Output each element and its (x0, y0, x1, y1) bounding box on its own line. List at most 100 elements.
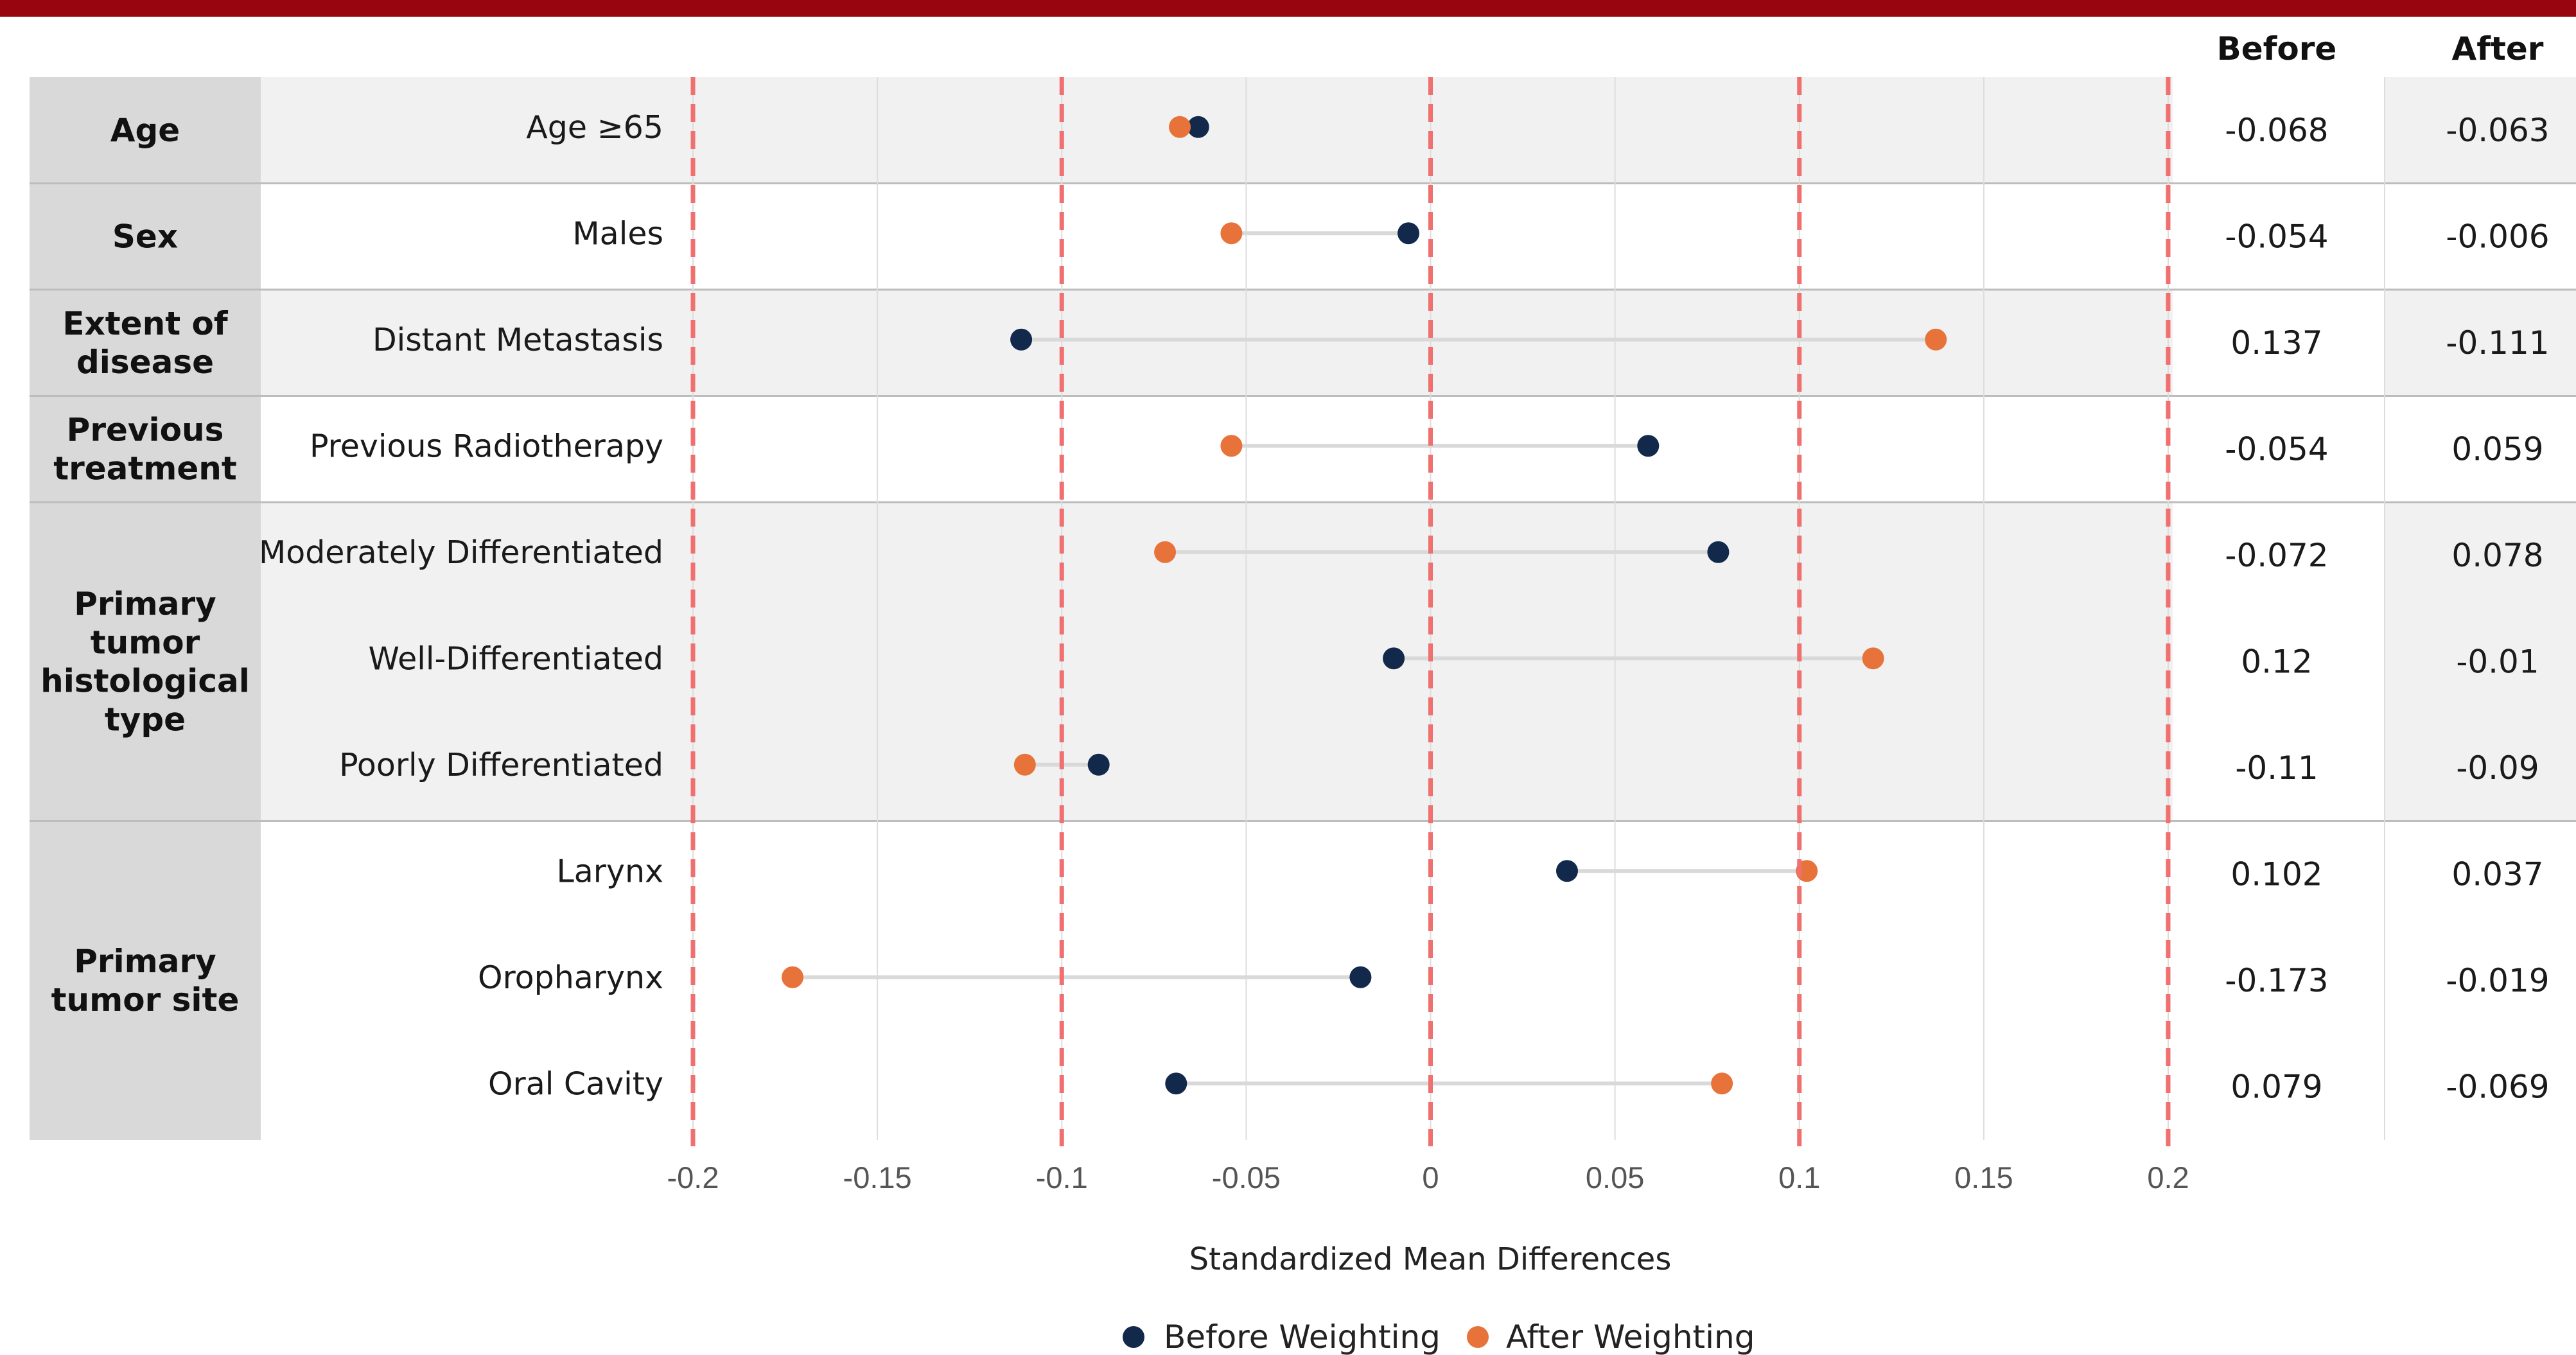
table-value-before: -0.11 (2235, 749, 2318, 787)
x-tick-label: -0.2 (667, 1160, 719, 1194)
point-before (1707, 541, 1730, 563)
x-tick-label: 0.05 (1586, 1160, 1644, 1194)
group-label: Primary tumor site (51, 943, 240, 1018)
row-label: Poorly Differentiated (339, 747, 663, 783)
point-before (1383, 647, 1405, 670)
x-tick-label: 0.2 (2147, 1160, 2189, 1194)
row-band-plot (261, 77, 2173, 184)
table-value-after: -0.063 (2446, 112, 2549, 149)
row-label: Moderately Differentiated (259, 534, 663, 571)
col-header-before: Before (2217, 30, 2337, 67)
point-before (1187, 116, 1209, 138)
point-after (1711, 1072, 1733, 1095)
row-label: Males (572, 215, 663, 252)
table-value-before: 0.079 (2230, 1068, 2322, 1105)
legend-after-marker (1467, 1326, 1489, 1348)
point-before (1165, 1072, 1187, 1095)
group-label-line: Age (110, 112, 180, 149)
group-label-line: histological (40, 662, 250, 699)
table-value-before: -0.072 (2225, 537, 2328, 574)
group-band (30, 77, 261, 184)
group-label-line: Previous (67, 411, 224, 448)
point-after (782, 966, 804, 988)
group-label-line: Primary (74, 585, 216, 622)
point-after (1169, 116, 1191, 138)
group-label-line: tumor (91, 624, 200, 661)
point-after (1925, 328, 1947, 351)
row-band-plot (261, 502, 2173, 821)
table-value-before: -0.173 (2225, 962, 2328, 999)
x-tick-label: -0.15 (843, 1160, 912, 1194)
row-band-plot (261, 290, 2173, 396)
table-value-after: 0.037 (2451, 855, 2543, 893)
x-tick-label: -0.1 (1036, 1160, 1088, 1194)
table-value-before: -0.054 (2225, 218, 2328, 255)
data-points (782, 116, 1947, 1095)
table-value-after: -0.09 (2456, 749, 2539, 787)
reference-lines (690, 77, 2171, 1146)
table-value-before: -0.068 (2225, 112, 2328, 149)
row-label: Larynx (556, 853, 663, 889)
point-before (1010, 328, 1033, 351)
point-after (1862, 647, 1884, 670)
table-value-after: -0.019 (2446, 962, 2549, 999)
point-before (1349, 966, 1372, 988)
row-label: Oropharynx (478, 959, 663, 996)
group-label-line: disease (76, 344, 214, 381)
group-label-line: tumor site (51, 981, 240, 1018)
table-value-after: -0.01 (2456, 643, 2539, 680)
group-label-line: treatment (53, 450, 237, 487)
value-table: Before After -0.068 -0.063 -0.054 -0.006 0.1… (2217, 30, 2550, 1105)
group-label: Extent of disease (62, 305, 228, 381)
legend-after-label: After Weighting (1506, 1318, 1755, 1355)
table-value-after: 0.059 (2451, 430, 2543, 468)
group-band (30, 396, 261, 502)
table-value-before: 0.137 (2230, 324, 2322, 362)
point-after (1220, 435, 1243, 457)
group-band (30, 821, 261, 1140)
point-before (1398, 222, 1420, 245)
row-label: Age ≥65 (526, 109, 663, 146)
point-before (1555, 860, 1578, 882)
group-label: Sex (112, 218, 178, 255)
group-label: Previous treatment (53, 411, 237, 487)
group-band (30, 290, 261, 396)
point-before (1637, 435, 1660, 457)
table-value-after: -0.111 (2446, 324, 2549, 362)
group-label: Primary tumor histological type (40, 585, 250, 738)
group-band (30, 183, 261, 290)
group-label-line: Sex (112, 218, 178, 255)
x-tick-label: 0.1 (1778, 1160, 1820, 1194)
x-tick-label: -0.05 (1212, 1160, 1281, 1194)
x-axis-title: Standardized Mean Differences (1189, 1241, 1672, 1277)
table-value-before: 0.12 (2241, 643, 2312, 680)
table-value-before: 0.102 (2230, 855, 2322, 893)
group-label-line: type (105, 701, 186, 738)
row-label: Well-Differentiated (369, 640, 663, 677)
table-value-before: -0.054 (2225, 430, 2328, 468)
point-before (1087, 753, 1110, 776)
x-tick-label: 0.15 (1954, 1160, 2013, 1194)
row-label: Distant Metastasis (372, 322, 663, 358)
row-band-table (2385, 77, 2576, 184)
point-after (1154, 541, 1177, 563)
group-label-line: Primary (74, 943, 216, 980)
group-label: Age (110, 112, 180, 149)
row-bands (30, 77, 2576, 1140)
table-value-after: -0.006 (2446, 218, 2549, 255)
x-tick-label: 0 (1422, 1160, 1439, 1194)
legend-before-label: Before Weighting (1164, 1318, 1441, 1355)
table-value-after: -0.069 (2446, 1068, 2549, 1105)
top-bar (0, 0, 2576, 17)
group-label-line: Extent of (62, 305, 228, 342)
row-label: Oral Cavity (488, 1065, 663, 1102)
row-band-table (2385, 290, 2576, 396)
legend: Before Weighting After Weighting (1123, 1318, 1755, 1355)
point-after (1220, 222, 1243, 245)
legend-before-marker (1123, 1326, 1144, 1348)
row-labels: Age Age ≥65 Sex Males Extent of disease Distan… (40, 109, 663, 1103)
row-band-table (2385, 502, 2576, 821)
group-band (30, 502, 261, 821)
x-axis: Standardized Mean Differences -0.2 -0.15 -… (667, 1160, 2189, 1277)
